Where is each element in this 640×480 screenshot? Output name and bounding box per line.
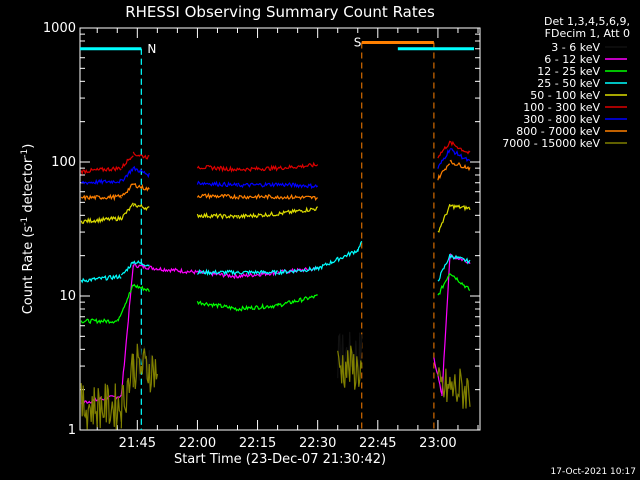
series-group (80, 140, 471, 430)
legend-entry: 800 - 7000 keV (516, 125, 600, 138)
y-axis-label-part: Count Rate (s (21, 226, 36, 315)
x-tick-label: 23:00 (419, 436, 456, 451)
legend-entry: 7000 - 15000 keV (502, 137, 600, 150)
series-line-4 (80, 202, 471, 233)
timestamp: 17-Oct-2021 10:17 (551, 467, 636, 477)
y-axis-label-part: -1 (20, 217, 30, 226)
x-axis: 21:45 22:00 22:15 22:30 22:45 23:00 (96, 28, 479, 451)
legend-header: Det 1,3,4,5,6,9, (544, 15, 630, 28)
legend-entry: 100 - 300 keV (523, 101, 600, 114)
series-line-0 (132, 331, 363, 381)
x-tick-label: 22:30 (299, 436, 336, 451)
series-line-2 (80, 273, 471, 325)
legend-entry: 50 - 100 keV (530, 89, 600, 102)
y-axis-label-part: detector (21, 157, 36, 217)
y-tick-label: 10 (59, 289, 76, 304)
x-axis-label: Start Time (23-Dec-07 21:30:42) (174, 452, 386, 467)
legend-entry: 300 - 800 keV (523, 113, 600, 126)
legend-entry: 12 - 25 keV (537, 65, 600, 78)
y-tick-label: 1 (68, 423, 76, 438)
x-tick-label: 21:45 (119, 436, 156, 451)
y-axis-label-part: -1 (20, 149, 30, 158)
series-line-5 (80, 140, 471, 176)
legend-entry: 3 - 6 keV (551, 41, 600, 54)
y-axis-label: Count Rate (s-1 detector-1) (20, 144, 36, 315)
series-line-6 (81, 148, 471, 190)
x-tick-label: 22:45 (359, 436, 396, 451)
y-axis-label-part: ) (21, 144, 36, 149)
flag-label: S (354, 35, 362, 49)
x-tick-label: 22:15 (239, 436, 276, 451)
y-tick-label: 100 (51, 155, 76, 170)
flag-label: N (147, 42, 156, 56)
series-line-3 (80, 240, 471, 284)
plot-frame (79, 27, 481, 431)
series-line-8 (80, 343, 471, 430)
series-line-7 (80, 159, 471, 202)
chart-title: RHESSI Observing Summary Count Rates (125, 3, 435, 21)
legend-entry: 25 - 50 keV (537, 77, 600, 90)
y-tick-label: 1000 (43, 21, 76, 36)
legend: Det 1,3,4,5,6,9,FDecim 1, Att 03 - 6 keV… (502, 15, 630, 150)
legend-entry: 6 - 12 keV (544, 53, 600, 66)
x-tick-label: 22:00 (179, 436, 216, 451)
y-axis: 1 10 100 1000 (43, 21, 480, 438)
legend-header: FDecim 1, Att 0 (545, 27, 630, 40)
